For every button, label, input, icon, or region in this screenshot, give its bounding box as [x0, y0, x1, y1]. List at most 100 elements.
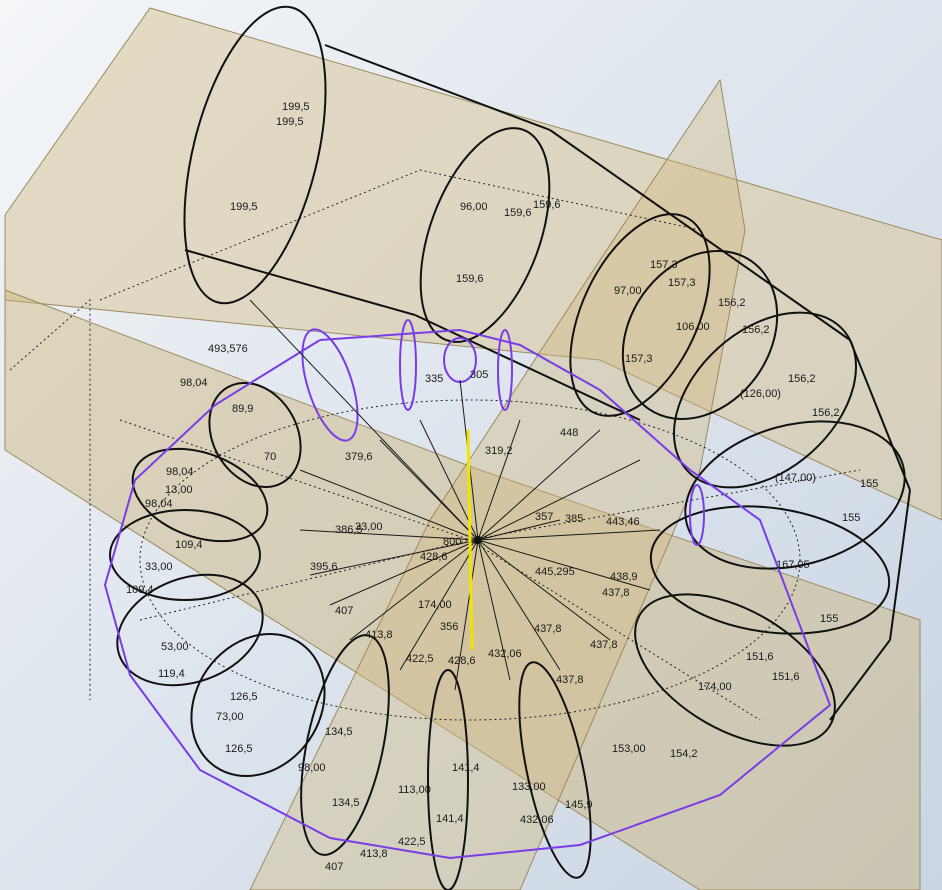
dimension-label[interactable]: 126,5: [225, 743, 253, 755]
dimension-label[interactable]: 156,2: [788, 373, 816, 385]
dimension-label[interactable]: 335: [425, 373, 443, 385]
ring-ellipse-13[interactable]: [120, 432, 280, 559]
ring-ellipse-12[interactable]: [109, 509, 261, 601]
dimension-label[interactable]: 432,06: [520, 814, 554, 826]
dimension-label[interactable]: 437,8: [590, 639, 618, 651]
dimension-label[interactable]: 159,6: [456, 273, 484, 285]
dimension-label[interactable]: 98,04: [166, 466, 194, 478]
dimension-label[interactable]: 356: [440, 621, 458, 633]
dimension-label[interactable]: 156,2: [742, 324, 770, 336]
dimension-label[interactable]: 199,5: [230, 201, 258, 213]
dimension-label[interactable]: 386,5: [335, 524, 363, 536]
dimension-label[interactable]: 113,00: [398, 784, 431, 796]
dimension-label[interactable]: 379,6: [345, 451, 373, 463]
dimension-label[interactable]: 413,8: [365, 629, 393, 641]
dimension-label[interactable]: 156,2: [812, 407, 840, 419]
purple-ellipse-5[interactable]: [689, 484, 705, 546]
origin-point[interactable]: [474, 536, 482, 544]
dimension-label[interactable]: 159,6: [504, 207, 532, 219]
dimension-label[interactable]: 432,06: [488, 648, 522, 660]
dimension-label[interactable]: 96,00: [460, 201, 488, 213]
dimension-label[interactable]: (126,00): [740, 388, 781, 400]
dimension-label[interactable]: 395,6: [310, 561, 338, 573]
ring-ellipse-6[interactable]: [610, 563, 861, 777]
purple-polygon[interactable]: [103, 328, 832, 860]
dimension-label[interactable]: (147,00): [775, 472, 816, 484]
dimension-label[interactable]: 141,4: [436, 813, 464, 825]
dimension-label[interactable]: 448: [560, 427, 578, 439]
dimension-label[interactable]: 174,00: [698, 681, 732, 693]
dimension-label[interactable]: 155: [820, 613, 838, 625]
dimension-label[interactable]: 437,8: [534, 623, 562, 635]
dimension-label[interactable]: 97,00: [614, 285, 642, 297]
dimension-label[interactable]: 437,8: [602, 587, 630, 599]
dimension-label[interactable]: 151,6: [746, 651, 774, 663]
dimension-label[interactable]: 126,5: [230, 691, 258, 703]
dimension-label[interactable]: 157,3: [668, 277, 696, 289]
dimension-label[interactable]: 407: [325, 861, 343, 873]
dimension-label[interactable]: 53,00: [161, 641, 189, 653]
dimension-label[interactable]: 437,8: [556, 674, 584, 686]
ring-ellipse-7[interactable]: [505, 657, 606, 884]
dimension-label[interactable]: 73,00: [216, 711, 244, 723]
dimension-label[interactable]: 305: [470, 369, 488, 381]
ring-ellipse-14[interactable]: [191, 366, 319, 503]
dimension-label[interactable]: 157,3: [650, 259, 678, 271]
dimension-label[interactable]: 155: [842, 512, 860, 524]
dimension-label[interactable]: 357: [535, 511, 553, 523]
dimension-label[interactable]: 445,295: [535, 566, 575, 578]
dimension-label[interactable]: 493,576: [208, 343, 248, 355]
ring-ellipse-8[interactable]: [427, 669, 469, 890]
dimension-label[interactable]: 443,46: [606, 516, 640, 528]
dimension-label[interactable]: 98,04: [145, 498, 173, 510]
dimension-label[interactable]: 174,00: [418, 599, 452, 611]
cylinder-mid-ellipse[interactable]: [395, 111, 575, 359]
cylinder-end-ellipse[interactable]: [158, 0, 352, 317]
ring-ellipse-11[interactable]: [102, 555, 279, 704]
dimension-label[interactable]: 109,4: [175, 539, 203, 551]
dimension-label[interactable]: 428,6: [420, 551, 448, 563]
ring-ellipse-5[interactable]: [643, 492, 898, 648]
ring-ellipse-3[interactable]: [640, 278, 890, 523]
dimension-label[interactable]: 98,04: [180, 377, 208, 389]
dimension-label[interactable]: 413,8: [360, 848, 388, 860]
dimension-label[interactable]: 109,4: [126, 584, 154, 596]
dimension-label[interactable]: 106,00: [676, 321, 710, 333]
dimension-label[interactable]: 428,6: [448, 655, 476, 667]
ring-ellipse-9[interactable]: [285, 628, 406, 863]
ring-ellipse-4[interactable]: [669, 398, 922, 591]
dimension-label[interactable]: 385: [565, 513, 583, 525]
dimension-label[interactable]: 13,00: [165, 484, 193, 496]
dimension-label[interactable]: 154,2: [670, 748, 698, 760]
dimension-label[interactable]: 134,5: [332, 797, 360, 809]
dimension-label[interactable]: 133,00: [512, 781, 546, 793]
dimension-label[interactable]: 155: [860, 478, 878, 490]
dimension-label[interactable]: 319,2: [485, 445, 513, 457]
dimension-label[interactable]: 119,4: [158, 668, 185, 680]
purple-ellipse-4[interactable]: [497, 329, 513, 411]
dimension-label[interactable]: 98,00: [298, 762, 326, 774]
dimension-label[interactable]: 33,00: [145, 561, 173, 573]
dimension-label[interactable]: 145,9: [565, 799, 593, 811]
dimension-label[interactable]: 199,5: [282, 101, 310, 113]
dimension-label[interactable]: 438,9: [610, 571, 638, 583]
dimension-label[interactable]: 159,6: [533, 199, 561, 211]
purple-ellipse-1[interactable]: [291, 323, 369, 447]
ring-ellipse-10[interactable]: [164, 608, 352, 802]
dimension-label[interactable]: 157,3: [625, 353, 653, 365]
dimension-label[interactable]: 141,4: [452, 762, 480, 774]
dimension-label[interactable]: 407: [335, 605, 353, 617]
dimension-label[interactable]: 800: [443, 536, 461, 548]
dimension-label[interactable]: 33,00: [355, 521, 383, 533]
dimension-label[interactable]: 70: [264, 451, 276, 463]
dimension-label[interactable]: 153,00: [612, 743, 646, 755]
dimension-label[interactable]: 167,05: [776, 559, 810, 571]
ring-ellipse-2[interactable]: [591, 221, 809, 449]
ring-ellipse-1[interactable]: [542, 193, 738, 438]
dimension-label[interactable]: 422,5: [406, 653, 434, 665]
dimension-label[interactable]: 422,5: [398, 836, 426, 848]
dimension-label[interactable]: 89,9: [232, 403, 253, 415]
dimension-label[interactable]: 156,2: [718, 297, 746, 309]
dimension-label[interactable]: 134,5: [325, 726, 353, 738]
